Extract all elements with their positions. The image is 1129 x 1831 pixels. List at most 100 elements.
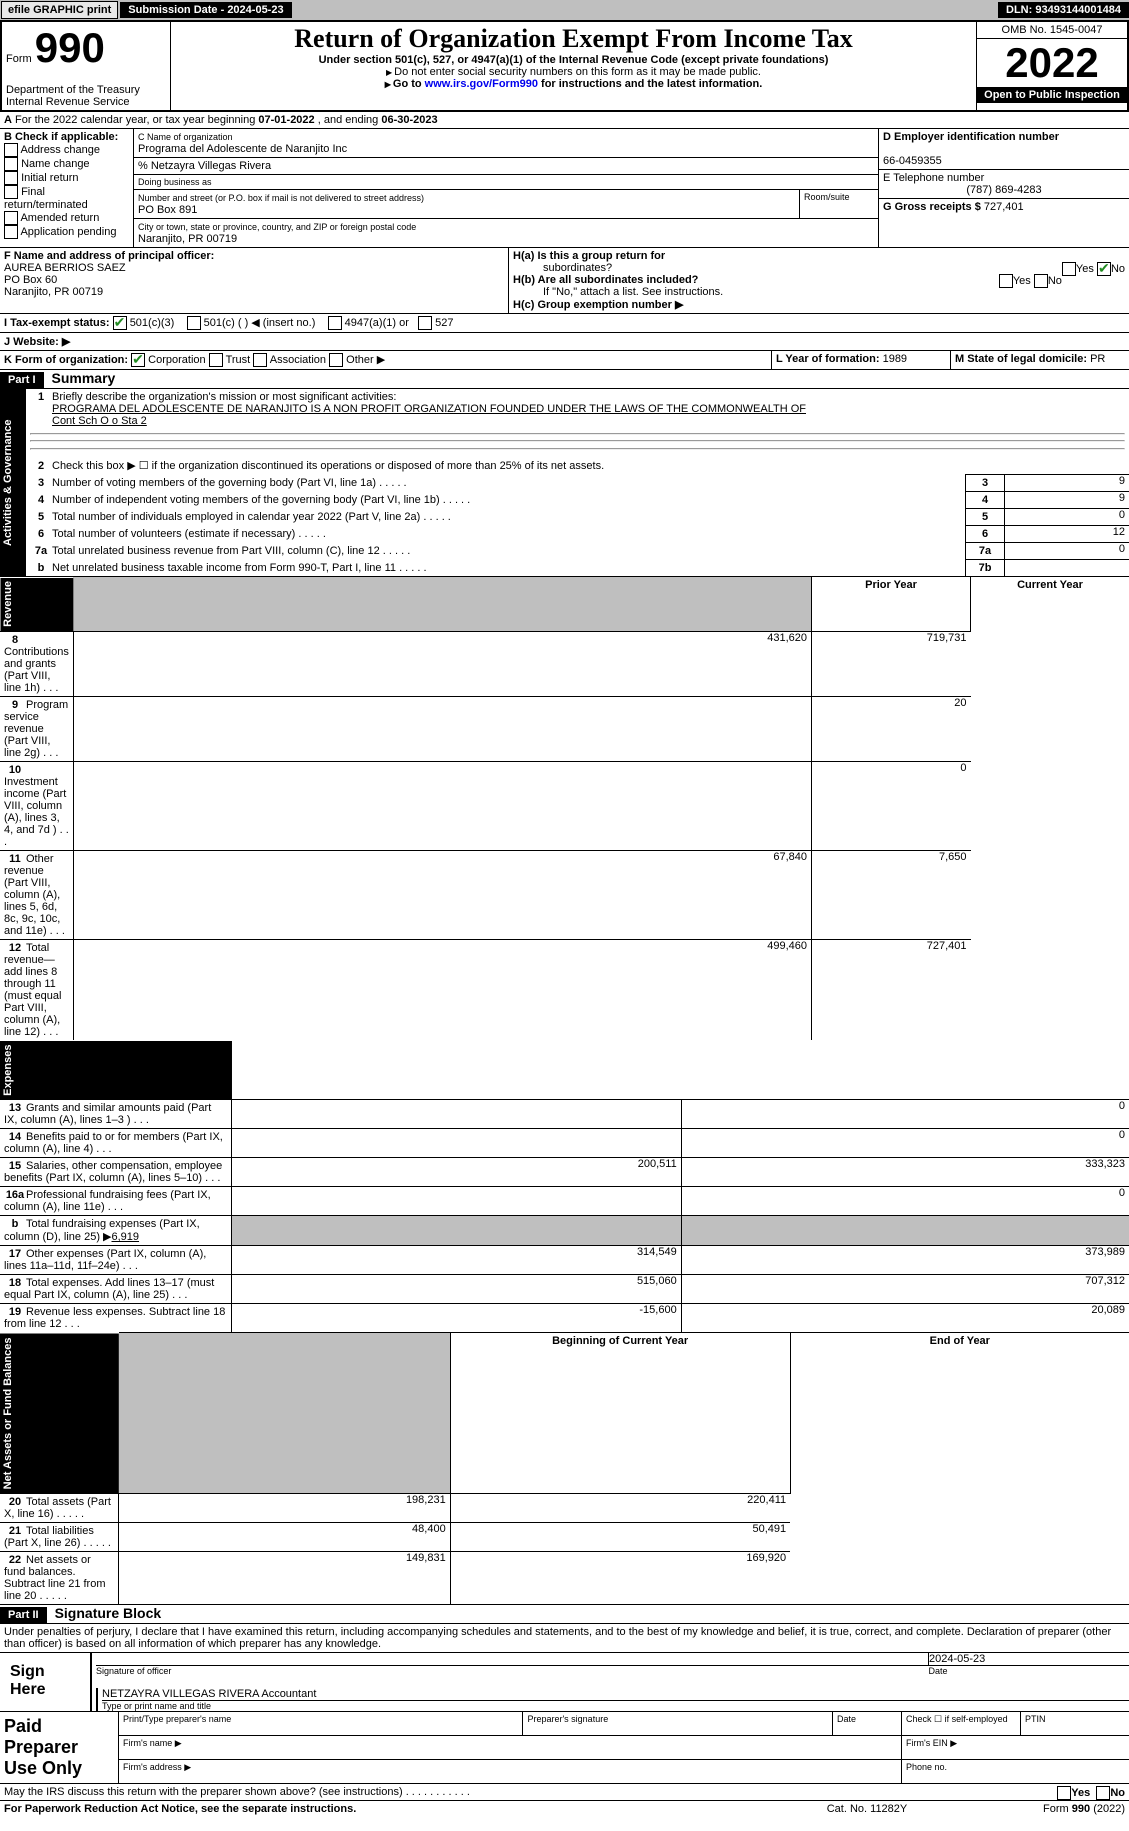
omb-number: OMB No. 1545-0047 (977, 22, 1127, 39)
dln: DLN: 93493144001484 (998, 2, 1129, 18)
e-label: E Telephone number (883, 172, 984, 184)
cb-501c[interactable] (187, 316, 201, 330)
pdate-label: Date (833, 1712, 902, 1735)
l2-text: Check this box ▶ ☐ if the organization d… (52, 460, 604, 472)
open-public: Open to Public Inspection (977, 87, 1127, 103)
state-domicile: PR (1090, 353, 1105, 365)
goto-pre: Go to (385, 78, 425, 90)
col-bcy: Beginning of Current Year (552, 1335, 688, 1347)
part1-title: Summary (44, 368, 124, 388)
hb-label: H(b) Are all subordinates included? (513, 274, 698, 286)
cb-amended[interactable] (4, 211, 18, 225)
ein: 66-0459355 (883, 155, 942, 167)
f-label: F Name and address of principal officer: (4, 250, 214, 262)
year-formation: 1989 (883, 353, 907, 365)
cb-app-pending[interactable] (4, 225, 18, 239)
irs-link[interactable]: www.irs.gov/Form990 (425, 78, 538, 90)
cb-ha-no[interactable] (1097, 262, 1111, 276)
irs-label: Internal Revenue Service (6, 96, 130, 108)
cb-527[interactable] (418, 316, 432, 330)
room-suite: Room/suite (800, 190, 879, 219)
pra-notice: For Paperwork Reduction Act Notice, see … (4, 1803, 356, 1815)
efile-print-button[interactable]: efile GRAPHIC print (1, 1, 118, 19)
l1-text: Briefly describe the organization's miss… (52, 391, 396, 403)
j-label: J Website: ▶ (4, 336, 70, 348)
may-irs: May the IRS discuss this return with the… (4, 1786, 403, 1798)
hb-note: If "No," attach a list. See instructions… (543, 286, 723, 298)
care-of: % Netzayra Villegas Rivera (134, 158, 878, 175)
cb-corp[interactable] (131, 353, 145, 367)
cb-may-yes[interactable] (1057, 1786, 1071, 1800)
firm-addr-label: Firm's address ▶ (119, 1759, 902, 1783)
ty-end: 06-30-2023 (381, 114, 437, 126)
mission1: PROGRAMA DEL ADOLESCENTE DE NARANJITO IS… (52, 403, 806, 415)
firm-ein-label: Firm's EIN ▶ (902, 1735, 1129, 1759)
hc-label: H(c) Group exemption number ▶ (513, 299, 683, 311)
check-self: Check ☐ if self-employed (902, 1712, 1021, 1735)
gross-receipts: 727,401 (984, 201, 1024, 213)
cb-4947[interactable] (328, 316, 342, 330)
form-number: 990 (35, 24, 105, 71)
sign-here-label: Sign Here (0, 1653, 91, 1712)
cb-final-return[interactable] (4, 185, 18, 199)
top-toolbar: efile GRAPHIC print Submission Date - 20… (0, 0, 1129, 20)
dba-label: Doing business as (134, 175, 878, 190)
officer-addr1: PO Box 60 (4, 274, 57, 286)
submission-date: Submission Date - 2024-05-23 (120, 2, 291, 18)
date-label: Date (929, 1665, 1129, 1676)
psig-label: Preparer's signature (523, 1712, 833, 1735)
m-label: M State of legal domicile: (955, 353, 1087, 365)
org-name: Programa del Adolescente de Naranjito In… (138, 143, 347, 155)
form-title: Return of Organization Exempt From Incom… (175, 24, 972, 54)
side-net: Net Assets or Fund Balances (0, 1333, 119, 1493)
printed-name: NETZAYRA VILLEGAS RIVERA Accountant (102, 1688, 1129, 1701)
dept-treasury: Department of the Treasury (6, 84, 140, 96)
cb-assoc[interactable] (253, 353, 267, 367)
i-label: I Tax-exempt status: (4, 317, 110, 329)
goto-post: for instructions and the latest informat… (538, 78, 762, 90)
cb-trust[interactable] (209, 353, 223, 367)
tax-year: 2022 (977, 39, 1127, 87)
officer-addr2: Naranjito, PR 00719 (4, 286, 103, 298)
cb-ha-yes[interactable] (1062, 262, 1076, 276)
side-expenses: Expenses (0, 1040, 232, 1100)
ty-begin: 07-01-2022 (258, 114, 314, 126)
ptin-label: PTIN (1021, 1712, 1129, 1735)
sig-date: 2024-05-23 (929, 1653, 1129, 1666)
part2-title: Signature Block (47, 1603, 170, 1623)
cb-name-change[interactable] (4, 157, 18, 171)
k-label: K Form of organization: (4, 354, 128, 366)
street: PO Box 891 (138, 204, 197, 216)
cb-initial-return[interactable] (4, 171, 18, 185)
pname-label: Print/Type preparer's name (119, 1712, 523, 1735)
b-label: B Check if applicable: (4, 131, 118, 143)
cb-may-no[interactable] (1096, 1786, 1110, 1800)
paid-preparer-label: Paid Preparer Use Only (0, 1712, 119, 1784)
part1-hdr: Part I (0, 372, 44, 388)
cb-501c3[interactable] (113, 316, 127, 330)
mission2: Cont Sch O o Sta 2 (52, 415, 147, 427)
cb-address-change[interactable] (4, 143, 18, 157)
d-label: D Employer identification number (883, 131, 1059, 143)
telephone: (787) 869-4283 (883, 184, 1125, 196)
phone-label: Phone no. (902, 1759, 1129, 1783)
cb-hb-no[interactable] (1034, 274, 1048, 288)
cb-other[interactable] (329, 353, 343, 367)
street-label: Number and street (or P.O. box if mail i… (138, 193, 424, 203)
printed-label: Type or print name and title (102, 1701, 1129, 1711)
g-label: G Gross receipts $ (883, 201, 981, 213)
form-label: Form (6, 53, 32, 65)
city-label: City or town, state or province, country… (138, 222, 416, 232)
city: Naranjito, PR 00719 (138, 233, 237, 245)
declaration: Under penalties of perjury, I declare th… (0, 1624, 1129, 1653)
sigoff-label: Signature of officer (96, 1665, 929, 1676)
col-ecy: End of Year (930, 1335, 990, 1347)
cb-hb-yes[interactable] (999, 274, 1013, 288)
part2-hdr: Part II (0, 1607, 47, 1623)
firm-name-label: Firm's name ▶ (119, 1735, 902, 1759)
ssn-note: Do not enter social security numbers on … (386, 66, 761, 78)
side-governance: Activities & Governance (0, 389, 26, 576)
cat-no: Cat. No. 11282Y (763, 1801, 971, 1817)
ha-label: H(a) Is this a group return for (513, 250, 665, 262)
col-prior-year: Prior Year (865, 579, 917, 591)
